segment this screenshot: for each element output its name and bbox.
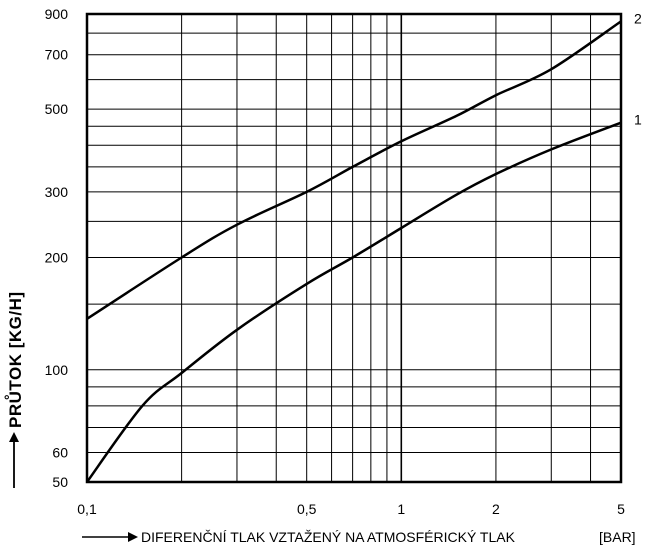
x-axis-title: DIFERENČNÍ TLAK VZTAŽENÝ NA ATMOSFÉRICKÝ… [141, 529, 516, 545]
series-line-2 [86, 20, 622, 320]
series-labels: 12 [634, 10, 642, 127]
y-tick-label: 100 [45, 362, 69, 378]
x-tick-labels: 0,1 0,5 1 2 5 [77, 501, 625, 517]
x-tick-label: 2 [492, 501, 500, 517]
y-tick-label: 700 [45, 47, 69, 63]
plot-frame [85, 12, 623, 484]
y-tick-label: 500 [45, 101, 69, 117]
x-axis-unit: [BAR] [599, 529, 636, 545]
grid [87, 14, 621, 482]
y-tick-label: 60 [52, 445, 68, 461]
series-lines [85, 20, 622, 483]
y-axis-title-group: PRŮTOK [KG/H] [5, 291, 25, 488]
series-label-2: 2 [634, 10, 642, 26]
y-arrow-head [9, 432, 19, 442]
y-tick-label: 50 [52, 474, 68, 490]
x-tick-label: 0,1 [77, 501, 97, 517]
y-tick-label: 200 [45, 250, 69, 266]
x-tick-label: 5 [617, 501, 625, 517]
y-axis-title: PRŮTOK [KG/H] [5, 291, 25, 428]
series-line-1 [85, 121, 622, 483]
x-axis-title-group: DIFERENČNÍ TLAK VZTAŽENÝ NA ATMOSFÉRICKÝ… [82, 529, 636, 545]
series-label-1: 1 [634, 112, 642, 128]
y-tick-label: 900 [45, 6, 69, 22]
y-tick-label: 300 [45, 184, 69, 200]
y-tick-labels: 50 60 100 200 300 500 700 900 [45, 6, 69, 490]
x-tick-label: 0,5 [297, 501, 317, 517]
x-tick-label: 1 [397, 501, 405, 517]
x-arrow-head [128, 532, 138, 542]
